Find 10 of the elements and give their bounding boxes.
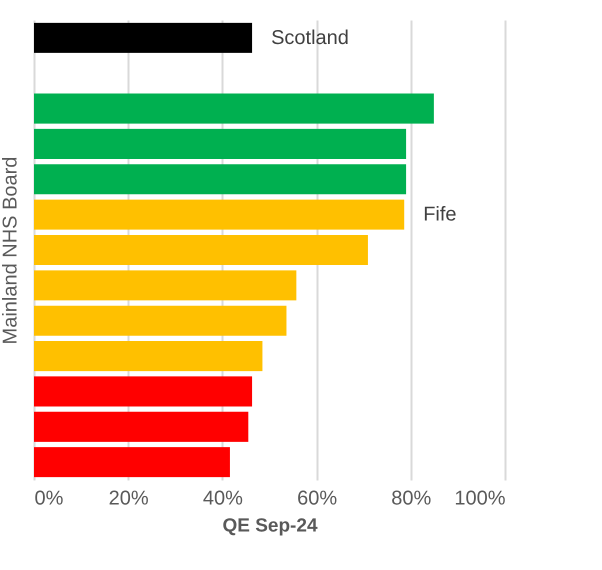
- x-tick-label: 100%: [454, 488, 506, 510]
- data-label: Fife: [423, 204, 457, 226]
- x-tick-label: 0%: [34, 488, 64, 510]
- x-tick-label: 60%: [297, 488, 338, 510]
- x-axis-title: QE Sep-24: [222, 516, 318, 536]
- y-axis-title: Mainland NHS Board: [0, 156, 22, 344]
- data-label: Scotland: [271, 26, 349, 49]
- x-tick-label: 40%: [202, 488, 244, 510]
- x-tick-label: 20%: [108, 488, 149, 510]
- x-tick-label: 80%: [391, 488, 432, 510]
